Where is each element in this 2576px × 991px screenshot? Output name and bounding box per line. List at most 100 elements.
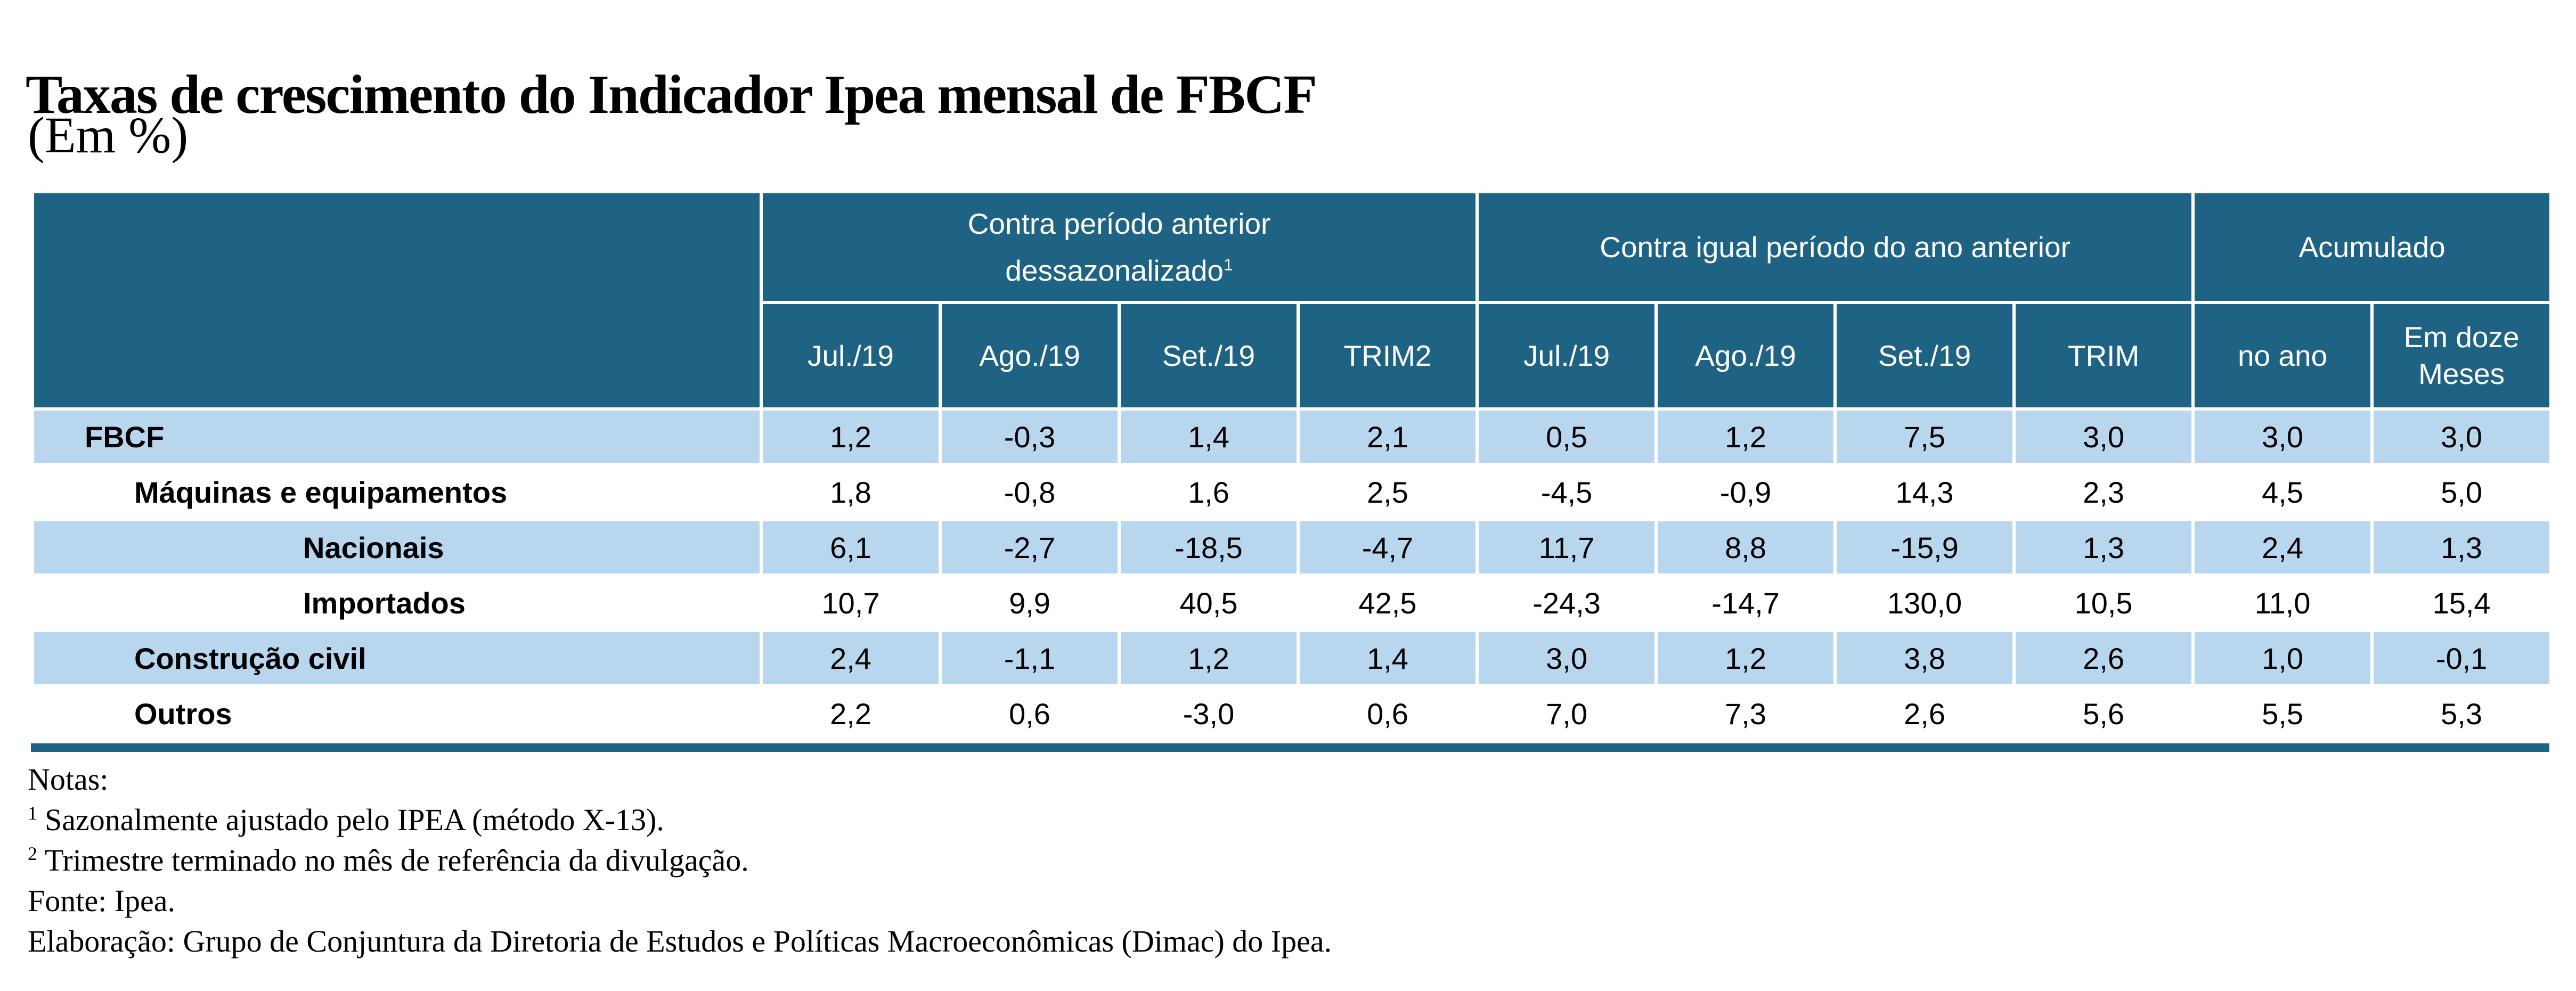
column-group-contra-periodo-anterior: Contra período anterior dessazonalizado1 [759,190,1479,304]
column-header: Set./19 [1833,301,2016,411]
data-cell: 7,5 [1833,407,2016,466]
growth-rates-table: Contra período anterior dessazonalizado1… [31,190,2553,743]
row-label: FBCF [31,407,763,466]
table-row: Máquinas e equipamentos 1,8 -0,8 1,6 2,5 -4,5… [31,463,2553,521]
data-cell: -1,1 [939,629,1121,687]
data-cell: -0,1 [2370,629,2553,687]
data-cell: 42,5 [1296,574,1479,632]
data-cell: 7,0 [1476,684,1658,743]
data-cell: 1,3 [2012,518,2195,577]
column-group-contra-igual-periodo: Contra igual período do ano anterior [1476,190,2195,304]
data-cell: 3,0 [2012,407,2195,466]
data-cell: 3,0 [2370,407,2553,466]
footnote-marker: 2 [28,842,37,864]
data-cell: -0,9 [1654,463,1837,521]
data-cell: -3,0 [1118,684,1300,743]
data-cell: 1,2 [760,407,942,466]
data-cell: -14,7 [1654,574,1837,632]
row-label: Importados [31,574,763,632]
data-cell: 15,4 [2370,574,2553,632]
data-cell: 1,6 [1118,463,1300,521]
data-cell: 11,7 [1476,518,1658,577]
table-row: Construção civil 2,4 -1,1 1,2 1,4 3,0 1,2 3,8 2,… [31,629,2553,687]
table-bottom-rule [31,743,2549,752]
data-cell: 3,8 [1833,629,2016,687]
table-row: Importados 10,7 9,9 40,5 42,5 -24,3 -14,7 130,0… [31,574,2553,632]
column-header: Ago./19 [1654,301,1837,411]
data-cell: 1,2 [1654,629,1837,687]
table-row: Nacionais 6,1 -2,7 -18,5 -4,7 11,7 8,8 -15,9 1,3… [31,518,2553,577]
data-cell: 2,4 [760,629,942,687]
data-cell: 0,5 [1476,407,1658,466]
row-label: Construção civil [31,629,763,687]
data-cell: 2,2 [760,684,942,743]
table-row: FBCF 1,2 -0,3 1,4 2,1 0,5 1,2 7,5 3,0 3,0 3,0 [31,407,2553,466]
data-cell: -4,5 [1476,463,1658,521]
data-cell: 10,5 [2012,574,2195,632]
data-cell: 5,5 [2191,684,2374,743]
note-text: Trimestre terminado no mês de referência… [44,843,749,878]
data-cell: -2,7 [939,518,1121,577]
data-cell: 1,2 [1118,629,1300,687]
column-header: no ano [2191,301,2374,411]
column-header-row: Jul./19 Ago./19 Set./19 TRIM2 Jul./19 Ag… [32,301,2553,411]
row-label: Outros [31,684,763,743]
data-cell: 5,6 [2012,684,2195,743]
data-cell: 130,0 [1833,574,2016,632]
column-group-header-row: Contra período anterior dessazonalizado1… [31,190,2553,411]
page-title: Taxas de crescimento do Indicador Ipea m… [26,63,1317,125]
data-cell: 3,0 [2191,407,2374,466]
data-cell: 1,2 [1654,407,1837,466]
notes-block: Notas: 1 Sazonalmente ajustado pelo IPEA … [28,759,1332,962]
column-group-label: Contra igual período do ano anterior [1600,231,2070,264]
data-cell: 7,3 [1654,684,1837,743]
table-row: Outros 2,2 0,6 -3,0 0,6 7,0 7,3 2,6 5,6 5,5 5,3 [31,684,2553,743]
data-cell: 10,7 [760,574,942,632]
note-line-1: 1 Sazonalmente ajustado pelo IPEA (método… [28,800,1332,840]
column-header: TRIM2 [1296,301,1479,411]
notes-heading: Notas: [28,762,109,797]
table-body: FBCF 1,2 -0,3 1,4 2,1 0,5 1,2 7,5 3,0 3,0 3,0 Máqui… [31,407,2553,743]
note-line-2: 2 Trimestre terminado no mês de referênci… [28,840,1332,881]
footnote-marker: 1 [28,802,37,824]
column-group-label: Acumulado [2298,231,2445,264]
data-cell: 4,5 [2191,463,2374,521]
column-header: TRIM [2012,301,2195,411]
data-cell: 9,9 [939,574,1121,632]
column-header: Set./19 [1118,301,1300,411]
column-group-acumulado: Acumulado [2191,190,2553,304]
data-cell: -15,9 [1833,518,2016,577]
data-cell: 5,3 [2370,684,2553,743]
source-line: Fonte: Ipea. [28,883,176,918]
data-cell: -24,3 [1476,574,1658,632]
data-cell: 1,4 [1296,629,1479,687]
page-subtitle: (Em %) [28,107,189,163]
elaboration-line: Elaboração: Grupo de Conjuntura da Diret… [28,924,1332,959]
data-cell: 5,0 [2370,463,2553,521]
data-cell: 8,8 [1654,518,1837,577]
data-cell: 2,1 [1296,407,1479,466]
data-cell: 0,6 [939,684,1121,743]
data-cell: 1,3 [2370,518,2553,577]
data-cell: 3,0 [1476,629,1658,687]
data-cell: 1,8 [760,463,942,521]
data-cell: 2,6 [1833,684,2016,743]
data-cell: 2,3 [2012,463,2195,521]
data-cell: 40,5 [1118,574,1300,632]
data-cell: -0,8 [939,463,1121,521]
column-header: Em doze Meses [2370,301,2553,411]
data-cell: 1,0 [2191,629,2374,687]
column-header: Ago./19 [939,301,1121,411]
data-cell: 11,0 [2191,574,2374,632]
row-label-header-blank [31,190,763,411]
row-label: Nacionais [31,518,763,577]
row-label: Máquinas e equipamentos [31,463,763,521]
column-header: Jul./19 [1476,301,1658,411]
data-cell: -4,7 [1296,518,1479,577]
footnote-marker: 1 [1224,255,1233,274]
data-cell: 14,3 [1833,463,2016,521]
data-cell: 1,4 [1118,407,1300,466]
data-cell: 2,4 [2191,518,2374,577]
data-cell: 2,5 [1296,463,1479,521]
data-cell: -18,5 [1118,518,1300,577]
